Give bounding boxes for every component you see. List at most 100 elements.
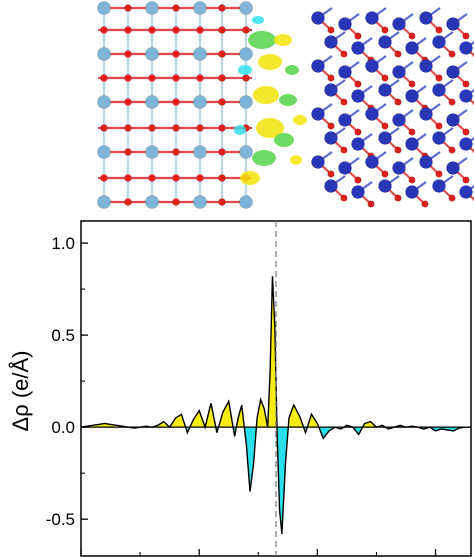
y-axis-ticks: 1.0 0.5 0.0 -0.5 — [46, 234, 88, 529]
oxygen-atom — [172, 98, 180, 106]
oxygen-atom — [100, 124, 108, 132]
oxygen-atom — [148, 124, 156, 132]
oxygen-atom — [354, 128, 362, 136]
y-tick-label: 0.5 — [51, 326, 75, 345]
y-tick-label: -0.5 — [46, 510, 75, 529]
cation-atom-left — [145, 145, 159, 159]
oxygen-atom — [124, 50, 132, 58]
cation-atom-right — [432, 83, 446, 97]
oxygen-atom — [124, 124, 132, 132]
oxygen-atom — [172, 74, 180, 82]
cation-atom-right — [446, 113, 460, 127]
cation-atom-right — [419, 11, 433, 25]
oxygen-atom — [327, 74, 335, 82]
oxygen-atom — [394, 146, 402, 154]
oxygen-atom — [218, 50, 226, 58]
density-isosurface — [279, 94, 297, 106]
oxygen-atom — [242, 26, 250, 34]
oxygen-atom — [354, 80, 362, 88]
oxygen-atom — [218, 74, 226, 82]
cation-atom-right — [351, 185, 365, 199]
cation-atom-right — [378, 179, 392, 193]
oxygen-atom — [408, 176, 416, 184]
oxygen-atom — [196, 26, 204, 34]
oxygen-atom — [148, 26, 156, 34]
cation-atom-right — [419, 59, 433, 73]
oxygen-atom — [218, 174, 226, 182]
oxygen-atom — [435, 122, 443, 130]
oxygen-atom — [218, 198, 226, 206]
cation-atom-right — [378, 83, 392, 97]
cation-atom-right — [338, 65, 352, 79]
oxygen-atom — [381, 26, 389, 34]
cation-atom-right — [365, 155, 379, 169]
oxygen-atom — [462, 128, 470, 136]
oxygen-atom — [435, 26, 443, 34]
cation-atom-right — [419, 107, 433, 121]
cation-atom-right — [432, 179, 446, 193]
oxygen-atom — [448, 146, 456, 154]
cation-atom-right — [405, 185, 419, 199]
cation-atom-left — [193, 1, 207, 15]
cation-atom-left — [239, 145, 253, 159]
density-fill-region — [385, 425, 471, 431]
cation-atom-right — [338, 113, 352, 127]
charge-density-plot: 0102030 1.0 0.5 0.0 -0.5 Δρ (e/Å) — [8, 220, 472, 557]
oxygen-atom — [124, 4, 132, 12]
cation-atom-left — [97, 47, 111, 61]
oxygen-atom — [435, 74, 443, 82]
oxygen-atom — [124, 174, 132, 182]
cation-atom-right — [311, 59, 325, 73]
cation-atom-right — [419, 155, 433, 169]
cation-atom-right — [338, 161, 352, 175]
cation-atom-left — [239, 1, 253, 15]
cation-atom-right — [392, 17, 406, 31]
oxygen-atom — [172, 174, 180, 182]
density-isosurface — [252, 150, 276, 166]
density-isosurface — [258, 54, 282, 70]
oxygen-atom — [394, 98, 402, 106]
density-isosurface — [234, 125, 246, 135]
cation-atom-left — [193, 47, 207, 61]
density-fill-region — [244, 427, 257, 492]
oxygen-atom — [327, 170, 335, 178]
oxygen-atom — [435, 170, 443, 178]
y-tick-label: 0.0 — [51, 418, 75, 437]
oxygen-atom — [354, 176, 362, 184]
density-isosurface — [293, 115, 307, 125]
cation-atom-right — [324, 83, 338, 97]
oxygen-atom — [100, 26, 108, 34]
oxygen-atom — [218, 124, 226, 132]
cation-atom-right — [446, 65, 460, 79]
density-isosurface — [253, 86, 279, 104]
cation-atom-right — [351, 41, 365, 55]
oxygen-atom — [448, 194, 456, 202]
cation-atom-right — [392, 113, 406, 127]
atomic-structure-image — [97, 1, 474, 209]
cation-atom-left — [97, 1, 111, 15]
oxygen-atom — [172, 148, 180, 156]
oxygen-atom — [340, 98, 348, 106]
oxygen-atom — [448, 50, 456, 58]
oxygen-atom — [462, 32, 470, 40]
cation-atom-right — [459, 89, 473, 103]
cation-atom-right — [378, 131, 392, 145]
oxygen-atom — [448, 98, 456, 106]
cation-atom-right — [311, 11, 325, 25]
cation-atom-right — [459, 41, 473, 55]
cation-atom-right — [365, 59, 379, 73]
oxygen-atom — [196, 174, 204, 182]
cation-atom-left — [239, 47, 253, 61]
oxygen-atom — [148, 174, 156, 182]
density-fill-region — [307, 414, 319, 428]
oxygen-atom — [462, 80, 470, 88]
cation-atom-right — [311, 155, 325, 169]
density-isosurface — [238, 65, 252, 75]
cation-atom-right — [459, 185, 473, 199]
density-isosurface — [256, 118, 284, 138]
density-isosurface — [285, 65, 299, 75]
cation-atom-right — [432, 131, 446, 145]
oxygen-atom — [394, 50, 402, 58]
oxygen-atom — [340, 146, 348, 154]
